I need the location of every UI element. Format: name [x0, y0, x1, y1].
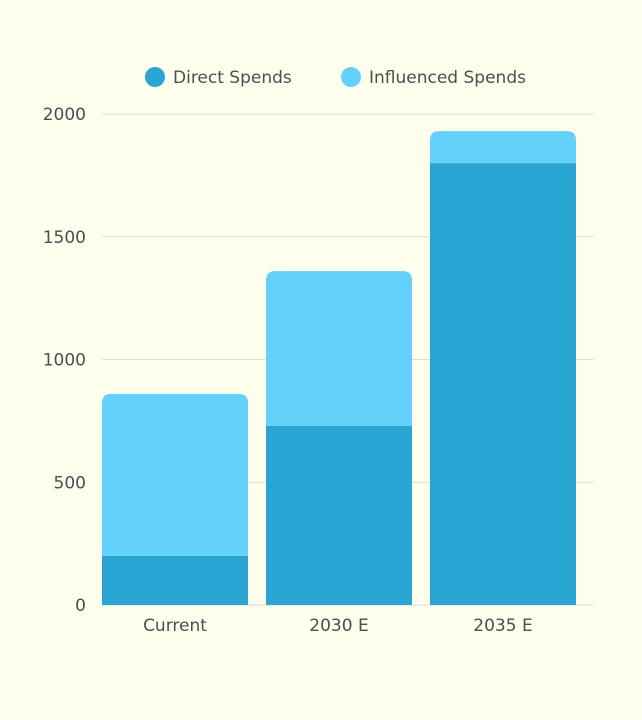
bar-influenced-spends: [102, 393, 248, 556]
y-tick-label: 2000: [43, 105, 86, 125]
legend: Direct Spends Influenced Spends: [145, 67, 526, 88]
legend-swatch-influenced-spends: [341, 67, 361, 87]
x-tick-label: Current: [143, 616, 207, 636]
y-tick-label: 1000: [43, 351, 86, 371]
bar-influenced-spends: [430, 131, 576, 164]
bars: [102, 131, 576, 605]
legend-label: Direct Spends: [173, 68, 292, 88]
x-tick-label: 2030 E: [309, 616, 368, 636]
bar-direct-spends: [266, 425, 412, 605]
y-tick-label: 0: [75, 596, 86, 616]
x-tick-label: 2035 E: [473, 616, 532, 636]
legend-label: Influenced Spends: [369, 68, 526, 88]
y-tick-label: 500: [54, 473, 86, 493]
y-tick-label: 1500: [43, 228, 86, 248]
bar-direct-spends: [430, 163, 576, 605]
x-axis: Current 2030 E 2035 E: [143, 616, 533, 636]
bar-influenced-spends: [266, 271, 412, 426]
bar-direct-spends: [102, 555, 248, 605]
y-axis: 0 500 1000 1500 2000: [43, 105, 86, 616]
legend-swatch-direct-spends: [145, 67, 165, 87]
